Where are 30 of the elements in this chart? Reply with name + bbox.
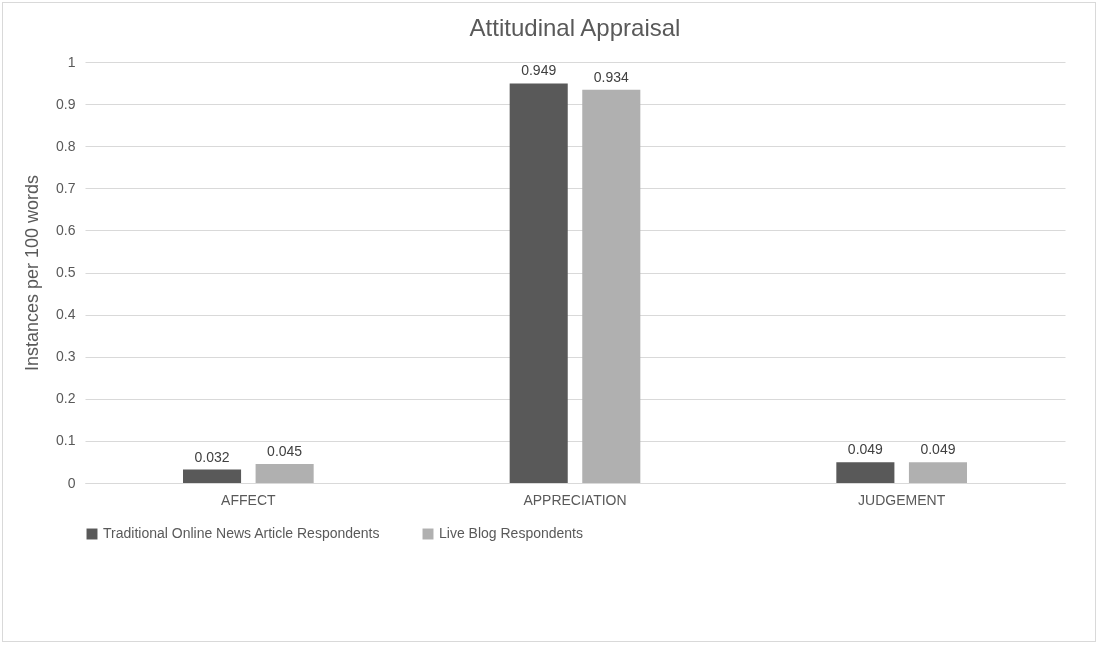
bar xyxy=(836,462,895,483)
data-label: 0.032 xyxy=(194,448,230,465)
legend-label: Traditional Online News Article Respondents xyxy=(103,525,380,541)
chart-title: Attitudinal Appraisal xyxy=(469,14,681,41)
y-axis-title: Instances per 100 words xyxy=(22,174,43,372)
y-tick-label: 0.6 xyxy=(56,221,76,238)
y-tick-label: 1 xyxy=(67,53,76,70)
data-label: 0.049 xyxy=(847,441,884,458)
bar xyxy=(908,462,967,483)
data-label: 0.049 xyxy=(920,441,956,458)
x-tick-label: JUDGEMENT xyxy=(858,491,946,508)
y-tick-label: 0.9 xyxy=(56,95,76,112)
y-tick-label: 0.2 xyxy=(56,390,76,407)
bar xyxy=(509,83,568,483)
bar xyxy=(582,89,641,483)
data-label: 0.949 xyxy=(521,62,557,79)
data-label: 0.045 xyxy=(267,443,303,460)
x-tick-label: AFFECT xyxy=(221,491,276,508)
y-tick-label: 0.3 xyxy=(56,348,76,365)
y-tick-label: 0.8 xyxy=(56,137,76,154)
y-tick-label: 0.1 xyxy=(56,432,76,449)
bar xyxy=(183,469,242,483)
y-tick-label: 0.4 xyxy=(56,306,76,323)
y-tick-label: 0 xyxy=(67,474,76,491)
bar xyxy=(255,464,314,483)
x-tick-label: APPRECIATION xyxy=(523,491,627,508)
y-tick-label: 0.5 xyxy=(56,264,76,280)
y-tick-label: 0.7 xyxy=(56,179,76,196)
data-label: 0.934 xyxy=(593,68,630,85)
legend-label: Live Blog Respondents xyxy=(439,525,583,541)
